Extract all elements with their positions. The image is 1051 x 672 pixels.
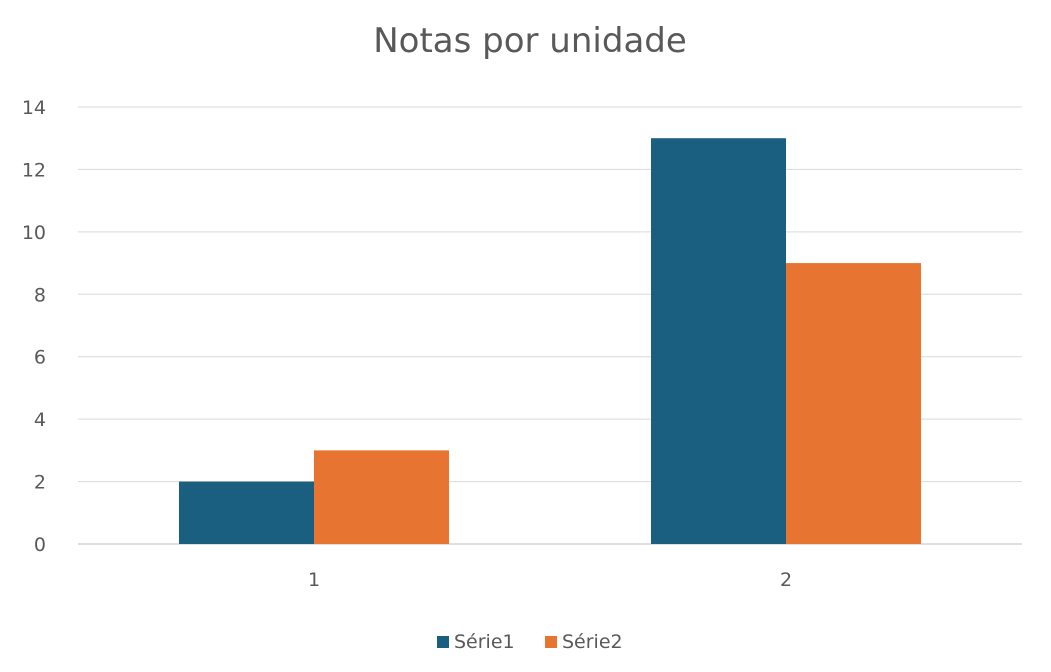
y-tick-label: 12	[22, 159, 46, 181]
x-tick-label: 1	[308, 569, 320, 591]
y-tick-label: 2	[34, 472, 46, 494]
y-tick-label: 4	[34, 409, 46, 431]
legend: Série1 Série2	[437, 631, 623, 653]
bar-series1-category-2	[651, 138, 786, 544]
bars	[179, 138, 921, 544]
bar-series2-category-2	[786, 263, 921, 544]
x-tick-label: 2	[780, 569, 792, 591]
bar-series2-category-1	[314, 450, 449, 544]
bar-series1-category-1	[179, 481, 314, 544]
chart-title: Notas por unidade	[373, 21, 687, 61]
y-tick-label: 8	[34, 284, 46, 306]
y-tick-label: 6	[34, 347, 46, 369]
y-axis-tick-labels: 0 2 4 6 8 10 12 14	[22, 97, 46, 556]
legend-swatch-series1	[437, 636, 449, 648]
legend-swatch-series2	[545, 636, 557, 648]
legend-label-series1: Série1	[454, 631, 515, 653]
legend-label-series2: Série2	[562, 631, 623, 653]
y-tick-label: 14	[22, 97, 46, 119]
y-tick-label: 10	[22, 222, 46, 244]
y-tick-label: 0	[34, 534, 46, 556]
